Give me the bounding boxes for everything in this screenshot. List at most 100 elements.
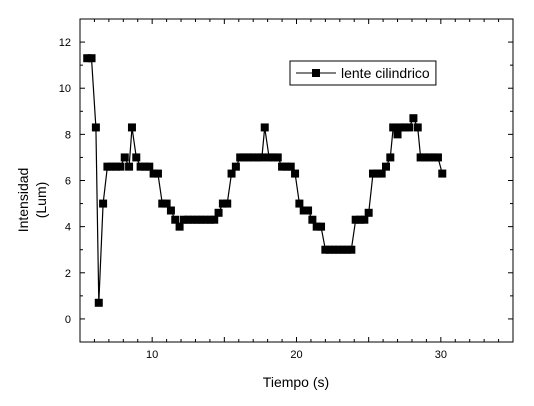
data-point: [282, 162, 291, 171]
data-point: [162, 199, 171, 208]
data-point: [312, 222, 321, 231]
data-point: [188, 215, 197, 224]
x-tick-label: 20: [290, 349, 302, 361]
legend: lente cilindrico: [289, 60, 437, 86]
y-tick-label: 6: [65, 176, 71, 188]
data-point: [214, 208, 223, 217]
data-point: [400, 123, 409, 132]
data-point: [286, 162, 295, 171]
data-point: [94, 298, 103, 307]
data-point: [396, 123, 405, 132]
data-point: [132, 153, 141, 162]
data-point: [389, 123, 398, 132]
legend-label: lente cilindrico: [341, 65, 430, 81]
data-point: [127, 123, 136, 132]
y-tick-label: 8: [65, 129, 71, 141]
data-point: [351, 215, 360, 224]
data-point: [99, 199, 108, 208]
y-tick-label: 0: [65, 314, 71, 326]
data-point: [184, 215, 193, 224]
data-point: [201, 215, 210, 224]
data-point: [166, 206, 175, 215]
series-layer: [83, 54, 447, 307]
data-point: [321, 245, 330, 254]
data-point: [347, 245, 356, 254]
data-point: [175, 222, 184, 231]
data-point: [317, 222, 326, 231]
legend-marker: [312, 69, 320, 77]
data-point: [257, 153, 266, 162]
x-tick-label: 10: [146, 349, 158, 361]
data-point: [210, 215, 219, 224]
data-point: [381, 162, 390, 171]
data-point: [116, 162, 125, 171]
data-point: [240, 153, 249, 162]
x-tick-label: 30: [435, 349, 447, 361]
data-point: [356, 215, 365, 224]
data-point: [149, 169, 158, 178]
data-point: [295, 199, 304, 208]
data-point: [153, 169, 162, 178]
y-tick-label: 10: [59, 83, 71, 95]
data-point: [304, 206, 313, 215]
data-point: [91, 123, 100, 132]
data-point: [364, 208, 373, 217]
data-point: [87, 54, 96, 63]
y-axis-title-line1: Intensidad: [15, 168, 31, 233]
data-point: [278, 162, 287, 171]
data-point: [308, 215, 317, 224]
data-point: [438, 169, 447, 178]
data-point: [223, 199, 232, 208]
data-point: [334, 245, 343, 254]
data-point: [227, 169, 236, 178]
data-point: [179, 215, 188, 224]
data-point: [197, 215, 206, 224]
data-point: [136, 162, 145, 171]
data-point: [409, 114, 418, 123]
y-tick-label: 12: [59, 37, 71, 49]
data-point: [171, 215, 180, 224]
data-point: [368, 169, 377, 178]
data-point: [325, 245, 334, 254]
y-tick-label: 4: [65, 222, 71, 234]
y-axis-title-line2: (Lum): [33, 182, 49, 219]
data-point: [299, 206, 308, 215]
data-point: [360, 215, 369, 224]
data-point: [343, 245, 352, 254]
series-line: [87, 57, 443, 303]
data-point: [330, 245, 339, 254]
data-point: [420, 153, 429, 162]
data-point: [103, 162, 112, 171]
data-point: [107, 162, 116, 171]
data-point: [386, 153, 395, 162]
data-point: [260, 123, 269, 132]
ticks-layer: 10 20 30 0 2 4 6 8 10 12: [59, 18, 514, 361]
data-point: [253, 153, 262, 162]
data-point: [120, 153, 129, 162]
y-axis-title: Intensidad (Lum): [15, 168, 49, 233]
data-point: [393, 130, 402, 139]
data-point: [205, 215, 214, 224]
data-point: [249, 153, 258, 162]
data-point: [125, 162, 134, 171]
data-point: [145, 162, 154, 171]
data-point: [416, 153, 425, 162]
data-point: [218, 199, 227, 208]
data-point: [83, 54, 92, 63]
data-point: [244, 153, 253, 162]
data-point: [265, 153, 274, 162]
data-point: [140, 162, 149, 171]
data-point: [192, 215, 201, 224]
data-point: [269, 153, 278, 162]
data-point: [433, 153, 442, 162]
y-tick-label: 2: [65, 268, 71, 280]
data-point: [405, 123, 414, 132]
data-point: [291, 169, 300, 178]
data-point: [231, 162, 240, 171]
data-point: [429, 153, 438, 162]
data-point: [273, 153, 282, 162]
data-point: [413, 123, 422, 132]
data-point: [338, 245, 347, 254]
data-point: [373, 169, 382, 178]
